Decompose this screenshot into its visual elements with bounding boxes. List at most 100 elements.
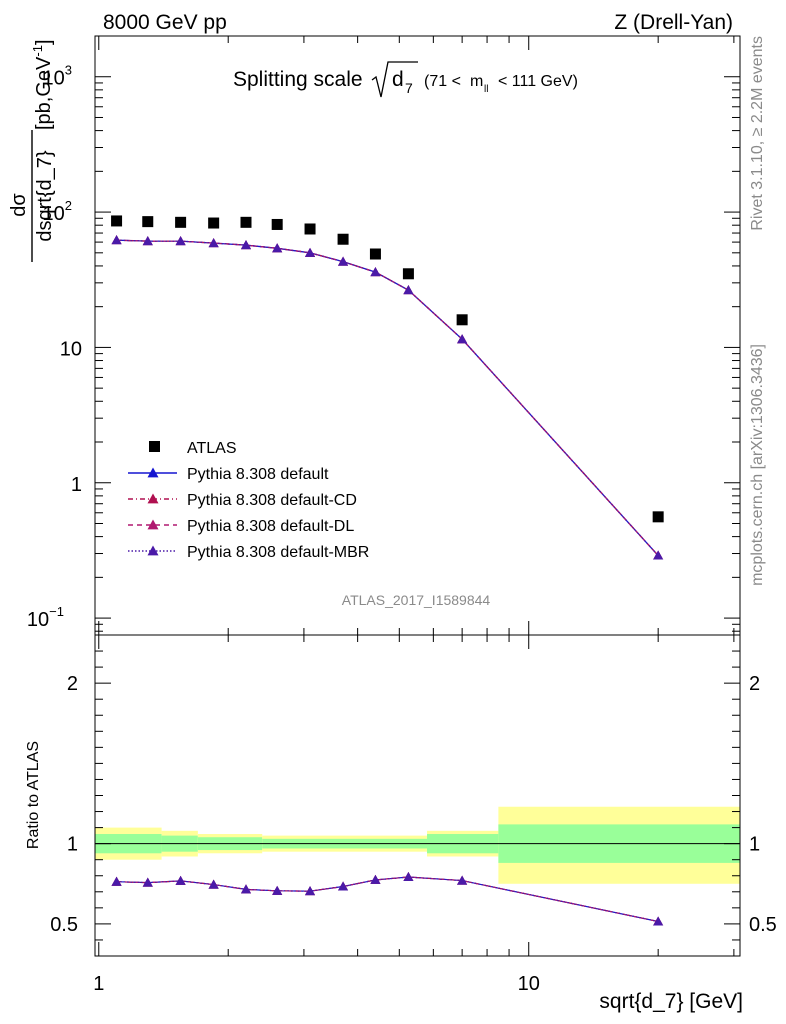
ratio-point-4 (142, 877, 153, 887)
legend-label-atlas: ATLAS (187, 440, 237, 457)
legend-entry-dl: Pythia 8.308 default-DL (128, 518, 354, 535)
ratio-point-4 (457, 875, 468, 885)
ratio-y-tick-label-left: 1 (67, 834, 78, 856)
legend-label-default: Pythia 8.308 default (187, 466, 329, 483)
mc-point-4 (208, 238, 219, 248)
header-left: 8000 GeV pp (103, 11, 227, 34)
ylabel-numerator: dσ (8, 193, 30, 217)
mc-curve-4 (116, 239, 659, 556)
atlas-data-point (142, 216, 154, 228)
atlas-data-point (337, 233, 349, 245)
y-tick-label: 102 (43, 198, 72, 225)
ratio-point-4 (653, 916, 664, 926)
ratio-point-4 (241, 884, 252, 894)
legend-entry-mbr: Pythia 8.308 default-MBR (128, 544, 369, 561)
mc-point-4 (653, 550, 664, 560)
y-tick-base: 10 (43, 68, 65, 90)
atlas-data-point (369, 248, 381, 260)
mc-point-4 (305, 247, 316, 257)
mc-point-4 (175, 236, 186, 246)
ratio-y-tick-label-right: 2 (749, 673, 760, 695)
mc-point-4 (403, 285, 414, 295)
ratio-point-4 (111, 876, 122, 886)
title-symbol-sub: 7 (405, 80, 413, 96)
legend-label-cd: Pythia 8.308 default-CD (187, 492, 357, 509)
y-tick-base: 10 (27, 609, 49, 631)
sqrt-symbol (371, 61, 418, 98)
title-range-m: m (470, 73, 483, 90)
ratio-point-4 (272, 885, 283, 895)
legend-label-mbr: Pythia 8.308 default-MBR (187, 544, 369, 561)
x-axis-label: sqrt{d_7} [GeV] (599, 990, 743, 1013)
atlas-data-point (271, 218, 283, 230)
mc-point-4 (338, 256, 349, 266)
legend-marker-dl (147, 519, 159, 530)
atlas-data-point (402, 268, 414, 280)
header-right: Z (Drell-Yan) (614, 11, 733, 34)
ratio-point-4 (403, 872, 414, 882)
y-tick-label: 10 (60, 338, 82, 360)
ylabel-unit-sup: -1 (30, 45, 45, 57)
legend-label-dl: Pythia 8.308 default-DL (187, 518, 354, 535)
main-y-axis-label: dσ dsqrt{d_7} [pb,GeV-1] (8, 39, 56, 262)
mcplots-label: mcplots.cern.ch [arXiv:1306.3436] (749, 344, 766, 586)
y-tick-base: 10 (60, 338, 82, 360)
x-tick-label: 1 (93, 973, 104, 995)
mc-point-4 (370, 267, 381, 277)
ratio-point-4 (208, 879, 219, 889)
legend-marker-cd (147, 493, 159, 504)
title-range-close: < 111 GeV) (498, 73, 578, 90)
atlas-data-point (208, 217, 220, 229)
y-tick-exponent: −1 (49, 604, 64, 619)
ratio-y-tick-label-left: 0.5 (50, 914, 78, 936)
title-symbol: d (392, 68, 404, 91)
ratio-y-axis-label: Ratio to ATLAS (25, 741, 42, 849)
ratio-point-4 (338, 881, 349, 891)
main-series-layer (111, 215, 664, 560)
mc-point-4 (272, 243, 283, 253)
mc-point-4 (241, 240, 252, 250)
atlas-data-point (175, 216, 187, 228)
mc-point-4 (142, 236, 153, 246)
plot-title: Splitting scale d 7 (71 < m ll < 111 GeV… (233, 61, 578, 98)
title-range-open: (71 < (424, 73, 461, 90)
legend-marker-square (149, 441, 160, 452)
atlas-data-point (456, 314, 468, 326)
ratio-point-4 (305, 886, 316, 896)
analysis-id: ATLAS_2017_I1589844 (342, 592, 491, 608)
rivet-version-label: Rivet 3.1.10, ≥ 2.2M events (749, 36, 766, 231)
x-tick-label: 10 (518, 973, 540, 995)
y-tick-label: 103 (43, 63, 72, 90)
ratio-point-4 (370, 874, 381, 884)
y-tick-exponent: 3 (65, 63, 72, 78)
ylabel-unit-close: ] (33, 39, 55, 45)
ratio-point-4 (175, 875, 186, 885)
title-main: Splitting scale (233, 68, 363, 91)
atlas-data-point (304, 223, 316, 235)
legend: ATLAS Pythia 8.308 default Pythia 8.308 … (128, 440, 369, 561)
mc-point-4 (111, 235, 122, 245)
legend-entry-default: Pythia 8.308 default (128, 466, 329, 483)
ratio-y-tick-label-left: 2 (67, 673, 78, 695)
ratio-uncertainty-bands (95, 806, 740, 884)
legend-entry-atlas: ATLAS (149, 440, 237, 457)
y-tick-label: 10−1 (27, 604, 64, 631)
ylabel-unit: [pb,GeV (33, 56, 55, 130)
atlas-data-point (111, 215, 123, 227)
mc-curve-3 (116, 239, 659, 556)
atlas-data-point (652, 511, 664, 523)
y-tick-label: 1 (71, 474, 82, 496)
ratio-panel-frame (94, 634, 741, 957)
ratio-y-tick-label-right: 0.5 (749, 914, 777, 936)
ratio-curve-3 (116, 876, 659, 923)
atlas-data-point (240, 216, 252, 228)
y-tick-exponent: 2 (65, 198, 72, 213)
legend-marker-mbr (147, 545, 159, 556)
ratio-y-tick-label-right: 1 (749, 834, 760, 856)
legend-marker-default (147, 467, 159, 478)
y-tick-base: 1 (71, 474, 82, 496)
ylabel-denominator: dsqrt{d_7} (34, 150, 56, 242)
ratio-series-layer (111, 872, 664, 926)
